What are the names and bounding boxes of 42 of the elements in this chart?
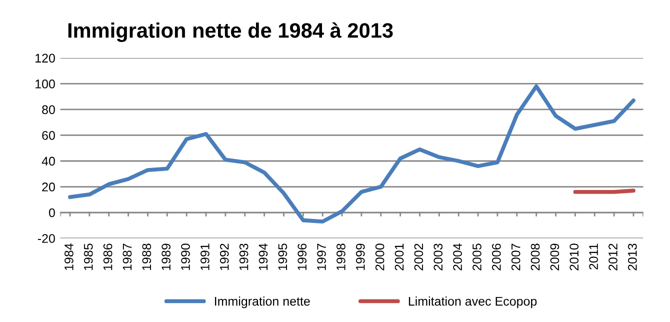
x-tick-label: 2005	[472, 244, 482, 270]
y-tick-label: 100	[36, 80, 55, 88]
x-tick-label: 2012	[608, 244, 618, 270]
legend-label: Limitation avec Ecopop	[408, 296, 537, 308]
x-tick-label: 2008	[530, 244, 540, 270]
x-tick-label: 1994	[258, 244, 268, 270]
x-tick-label: 1993	[239, 244, 248, 270]
x-tick-label: 2006	[492, 244, 501, 270]
x-tick-label: 1985	[84, 244, 93, 270]
x-tick-label: 1989	[162, 244, 171, 270]
x-tick-label: 2011	[589, 244, 598, 270]
y-tick-label: 120	[36, 54, 55, 63]
x-tick-label: 2004	[453, 244, 462, 270]
line-series	[68, 84, 636, 224]
x-tick-label: 2001	[394, 244, 404, 270]
y-tick-label: -20	[38, 234, 55, 243]
x-tick-label: 1995	[278, 244, 288, 270]
x-tick-label: 2003	[434, 244, 443, 270]
x-tick-label: 1992	[220, 244, 229, 270]
chart-title: Immigration nette de 1984 à 2013	[68, 22, 393, 42]
x-tick-label: 1999	[356, 244, 365, 270]
x-tick-label: 2013	[628, 244, 637, 270]
x-tick-label: 1984	[64, 244, 74, 270]
x-tick-label: 2009	[550, 244, 560, 270]
x-tick-label: 1988	[142, 244, 152, 270]
y-tick-label: 0	[48, 208, 55, 218]
x-tick-label: 1996	[298, 244, 307, 270]
y-tick-label: 40	[42, 156, 55, 166]
x-tick-label: 1998	[336, 244, 346, 270]
x-tick-label: 2002	[414, 244, 424, 270]
x-tick-label: 1991	[200, 244, 210, 270]
y-tick-label: 20	[42, 182, 55, 192]
x-tick-label: 2010	[570, 244, 579, 270]
x-tick-label: 2000	[375, 244, 384, 270]
x-tick-label: 1990	[181, 244, 190, 270]
x-tick-label: 1986	[103, 244, 112, 270]
y-tick-label: 80	[42, 105, 55, 114]
x-tick-label: 1997	[317, 244, 326, 270]
y-tick-label: 60	[42, 131, 55, 140]
x-tick-label: 1987	[122, 244, 132, 270]
legend-label: Immigration nette	[215, 296, 310, 308]
x-tick-label: 2007	[511, 244, 520, 270]
